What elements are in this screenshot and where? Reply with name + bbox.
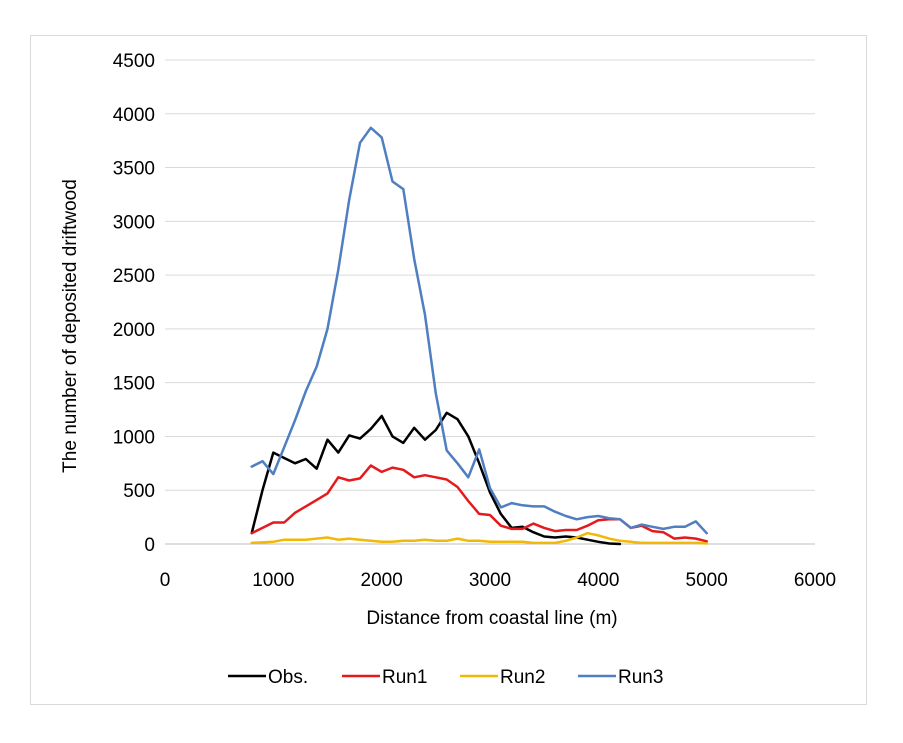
series-line-run1 [250, 464, 708, 543]
legend-label: Run1 [382, 667, 427, 688]
legend-label: Obs. [268, 667, 308, 688]
y-tick-label: 3000 [113, 212, 155, 233]
y-tick-label: 1000 [113, 427, 155, 448]
y-tick-label: 3500 [113, 159, 155, 180]
x-tick-labels: 0 1000 2000 3000 4000 5000 6000 [160, 570, 836, 591]
y-axis-title: The number of deposited driftwood [60, 179, 81, 473]
y-tick-labels: 0 500 1000 1500 2000 2500 3000 3500 4000 4500 [113, 51, 155, 556]
x-tick-label: 0 [160, 570, 171, 591]
series-line-run2 [250, 531, 708, 545]
gridlines [165, 59, 815, 491]
legend: Obs. Run1 Run2 Run3 [228, 667, 663, 688]
legend-label: Run2 [500, 667, 545, 688]
x-tick-label: 3000 [469, 570, 511, 591]
y-tick-label: 500 [123, 481, 155, 502]
y-tick-label: 0 [144, 535, 155, 556]
x-tick-label: 6000 [794, 570, 836, 591]
x-tick-label: 2000 [361, 570, 403, 591]
x-tick-label: 4000 [577, 570, 619, 591]
y-tick-label: 4000 [113, 105, 155, 126]
x-axis-title: Distance from coastal line (m) [366, 608, 617, 629]
y-tick-label: 1500 [113, 374, 155, 395]
y-tick-label: 2500 [113, 266, 155, 287]
y-tick-label: 2000 [113, 320, 155, 341]
series-lines [250, 126, 708, 546]
x-tick-label: 1000 [252, 570, 294, 591]
series-line-run3 [250, 126, 708, 535]
series-line-obs [250, 411, 622, 546]
y-tick-label: 4500 [113, 51, 155, 72]
x-tick-label: 5000 [686, 570, 728, 591]
legend-label: Run3 [618, 667, 663, 688]
chart-frame [30, 35, 867, 705]
